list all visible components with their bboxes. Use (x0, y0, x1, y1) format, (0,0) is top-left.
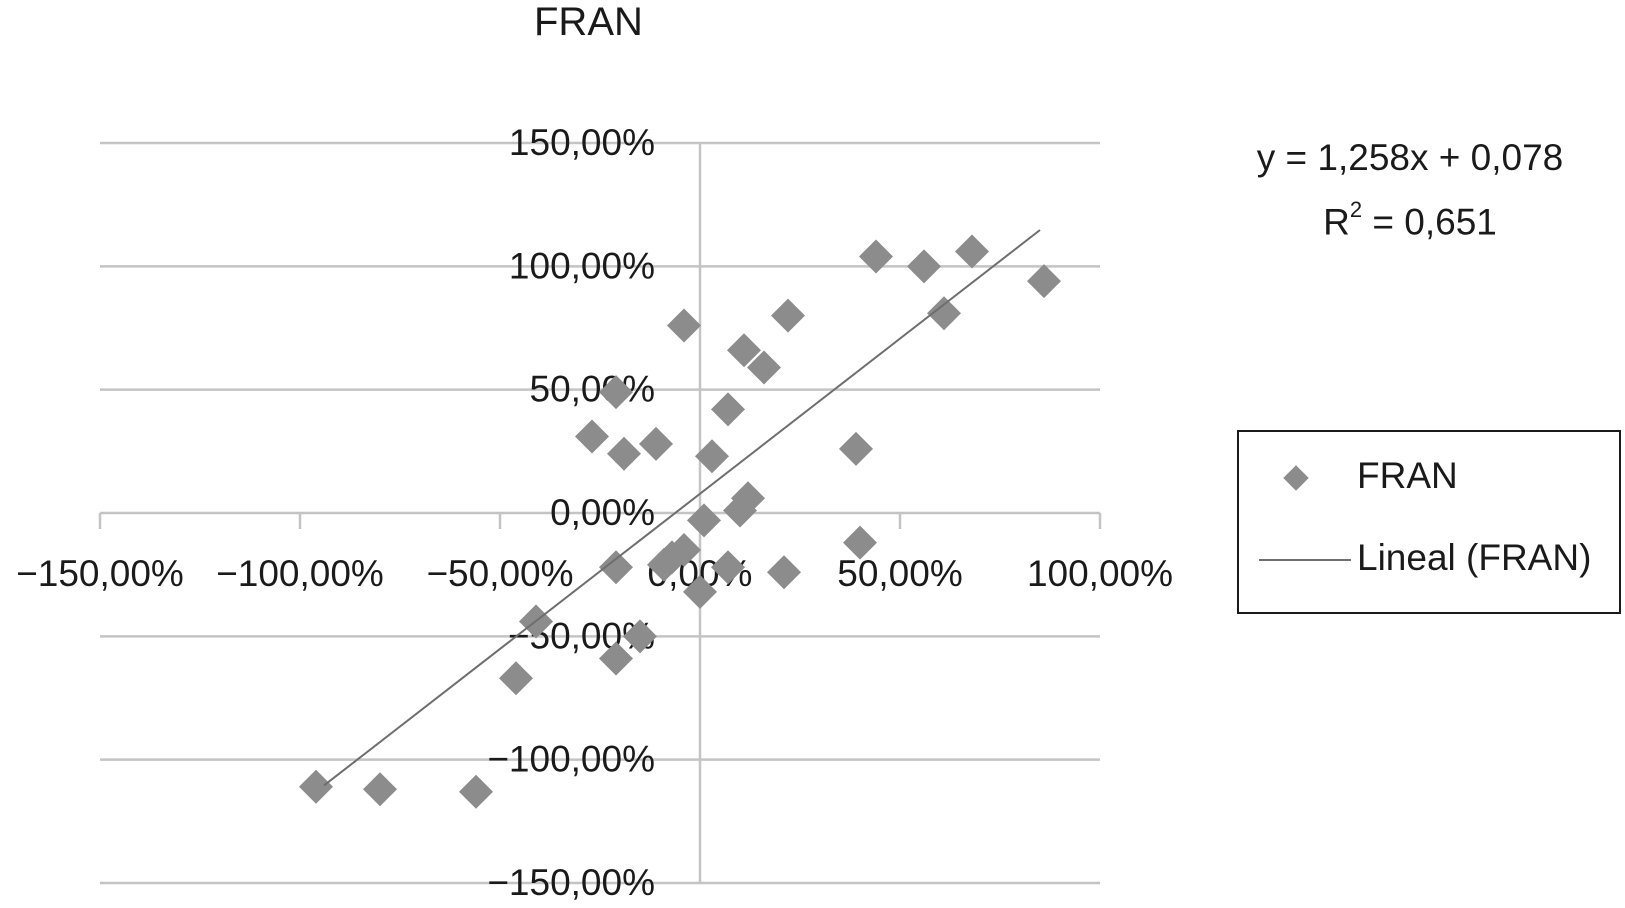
data-point (927, 296, 961, 331)
data-point (459, 774, 493, 809)
data-point (683, 574, 717, 609)
data-point (767, 555, 801, 590)
data-point (667, 308, 701, 343)
data-point (607, 436, 641, 471)
legend-item-fran: FRAN (1239, 447, 1619, 507)
data-point (843, 525, 877, 560)
regression-equation-box: y = 1,258x + 0,078 R2 = 0,651 (1230, 130, 1590, 250)
data-point (727, 333, 761, 368)
x-tick-label: −150,00% (16, 553, 184, 594)
x-tick-label: 100,00% (1027, 553, 1173, 594)
r-squared: R2 = 0,651 (1230, 186, 1590, 250)
r-squared-exponent: 2 (1349, 197, 1363, 222)
data-point (623, 619, 657, 654)
data-point (771, 298, 805, 333)
legend-item-trendline: Lineal (FRAN) (1239, 529, 1619, 589)
trendline (323, 229, 1041, 787)
data-point (711, 392, 745, 427)
y-tick-label: 150,00% (509, 122, 655, 163)
data-point (731, 481, 765, 516)
gridlines (100, 141, 1100, 885)
data-point (599, 375, 633, 410)
data-point (907, 249, 941, 284)
legend-label-trendline: Lineal (FRAN) (1357, 537, 1592, 578)
y-tick-label: 50,00% (530, 369, 656, 410)
data-point (639, 426, 673, 461)
data-point (599, 641, 633, 676)
data-point (839, 431, 873, 466)
data-point (747, 350, 781, 385)
trendline-line (323, 229, 1041, 787)
x-tick-label: −100,00% (216, 553, 384, 594)
r-squared-base: R (1323, 201, 1350, 243)
regression-equation: y = 1,258x + 0,078 (1256, 137, 1564, 178)
y-tick-label: −100,00% (487, 739, 655, 780)
data-point (575, 419, 609, 454)
x-tick-labels: −150,00% −100,00% −50,00% 0,00% 50,00% 100,00… (16, 553, 1173, 594)
data-point (955, 234, 989, 269)
x-tick-label: 50,00% (837, 553, 963, 594)
y-tick-labels: −150,00%−100,00%−50,00%0,00%50,00%100,00… (487, 122, 655, 903)
data-points (299, 234, 1061, 809)
data-point (667, 533, 701, 567)
data-point (499, 661, 533, 696)
y-tick-label: −150,00% (487, 862, 655, 903)
x-tick-label: −50,00% (426, 553, 573, 594)
chart-title: FRAN (534, 0, 643, 44)
legend: FRAN Lineal (FRAN) (1237, 430, 1621, 614)
line-marker-icon (1259, 559, 1351, 561)
data-point (687, 503, 721, 538)
data-point (299, 769, 333, 804)
diamond-marker-icon (1283, 465, 1309, 491)
legend-label-fran: FRAN (1357, 455, 1458, 496)
y-tick-label: 100,00% (509, 245, 655, 286)
r-squared-value: = 0,651 (1362, 201, 1497, 243)
data-point (695, 439, 729, 474)
data-point (859, 239, 893, 274)
data-point (599, 550, 633, 585)
data-point (1027, 264, 1061, 299)
data-point (711, 550, 745, 585)
data-point (363, 772, 397, 807)
y-tick-label: 0,00% (550, 492, 655, 533)
